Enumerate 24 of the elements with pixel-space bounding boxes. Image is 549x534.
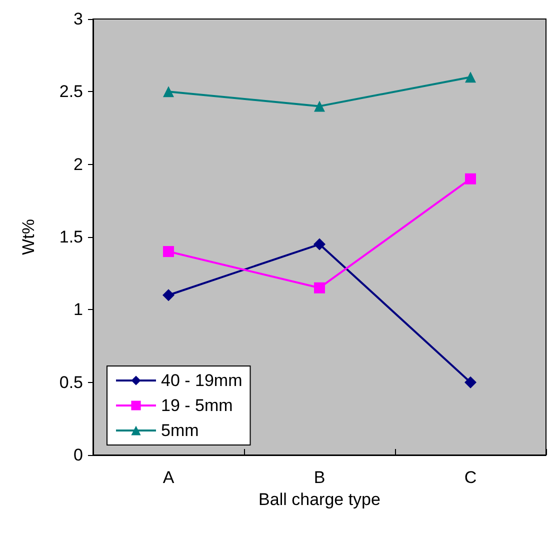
x-tick-label: C — [464, 468, 477, 487]
point — [465, 72, 476, 83]
legend-label: 5mm — [161, 421, 199, 440]
point — [314, 238, 326, 250]
y-tick-label: 1 — [74, 300, 83, 320]
point — [314, 100, 325, 112]
point — [163, 86, 174, 98]
point — [465, 173, 476, 184]
x-tick-label: A — [162, 468, 175, 487]
legend-label: 40 - 19mm — [161, 371, 242, 390]
y-tick-label: 1.5 — [59, 228, 83, 246]
point — [314, 282, 325, 294]
y-tick-label: 0 — [74, 446, 83, 464]
y-tick-label: 2.5 — [59, 82, 83, 102]
y-axis-title: Wt% — [19, 219, 38, 255]
point — [163, 246, 174, 258]
y-tick-label: 3 — [74, 10, 83, 28]
point — [162, 289, 174, 302]
x-tick-label: B — [314, 468, 326, 487]
y-tick-label: 2 — [74, 154, 83, 174]
y-tick-label: 0.5 — [59, 372, 83, 392]
legend-label: 19 - 5mm — [161, 396, 233, 415]
point — [464, 376, 476, 388]
x-axis-title: Ball charge type — [258, 490, 380, 509]
